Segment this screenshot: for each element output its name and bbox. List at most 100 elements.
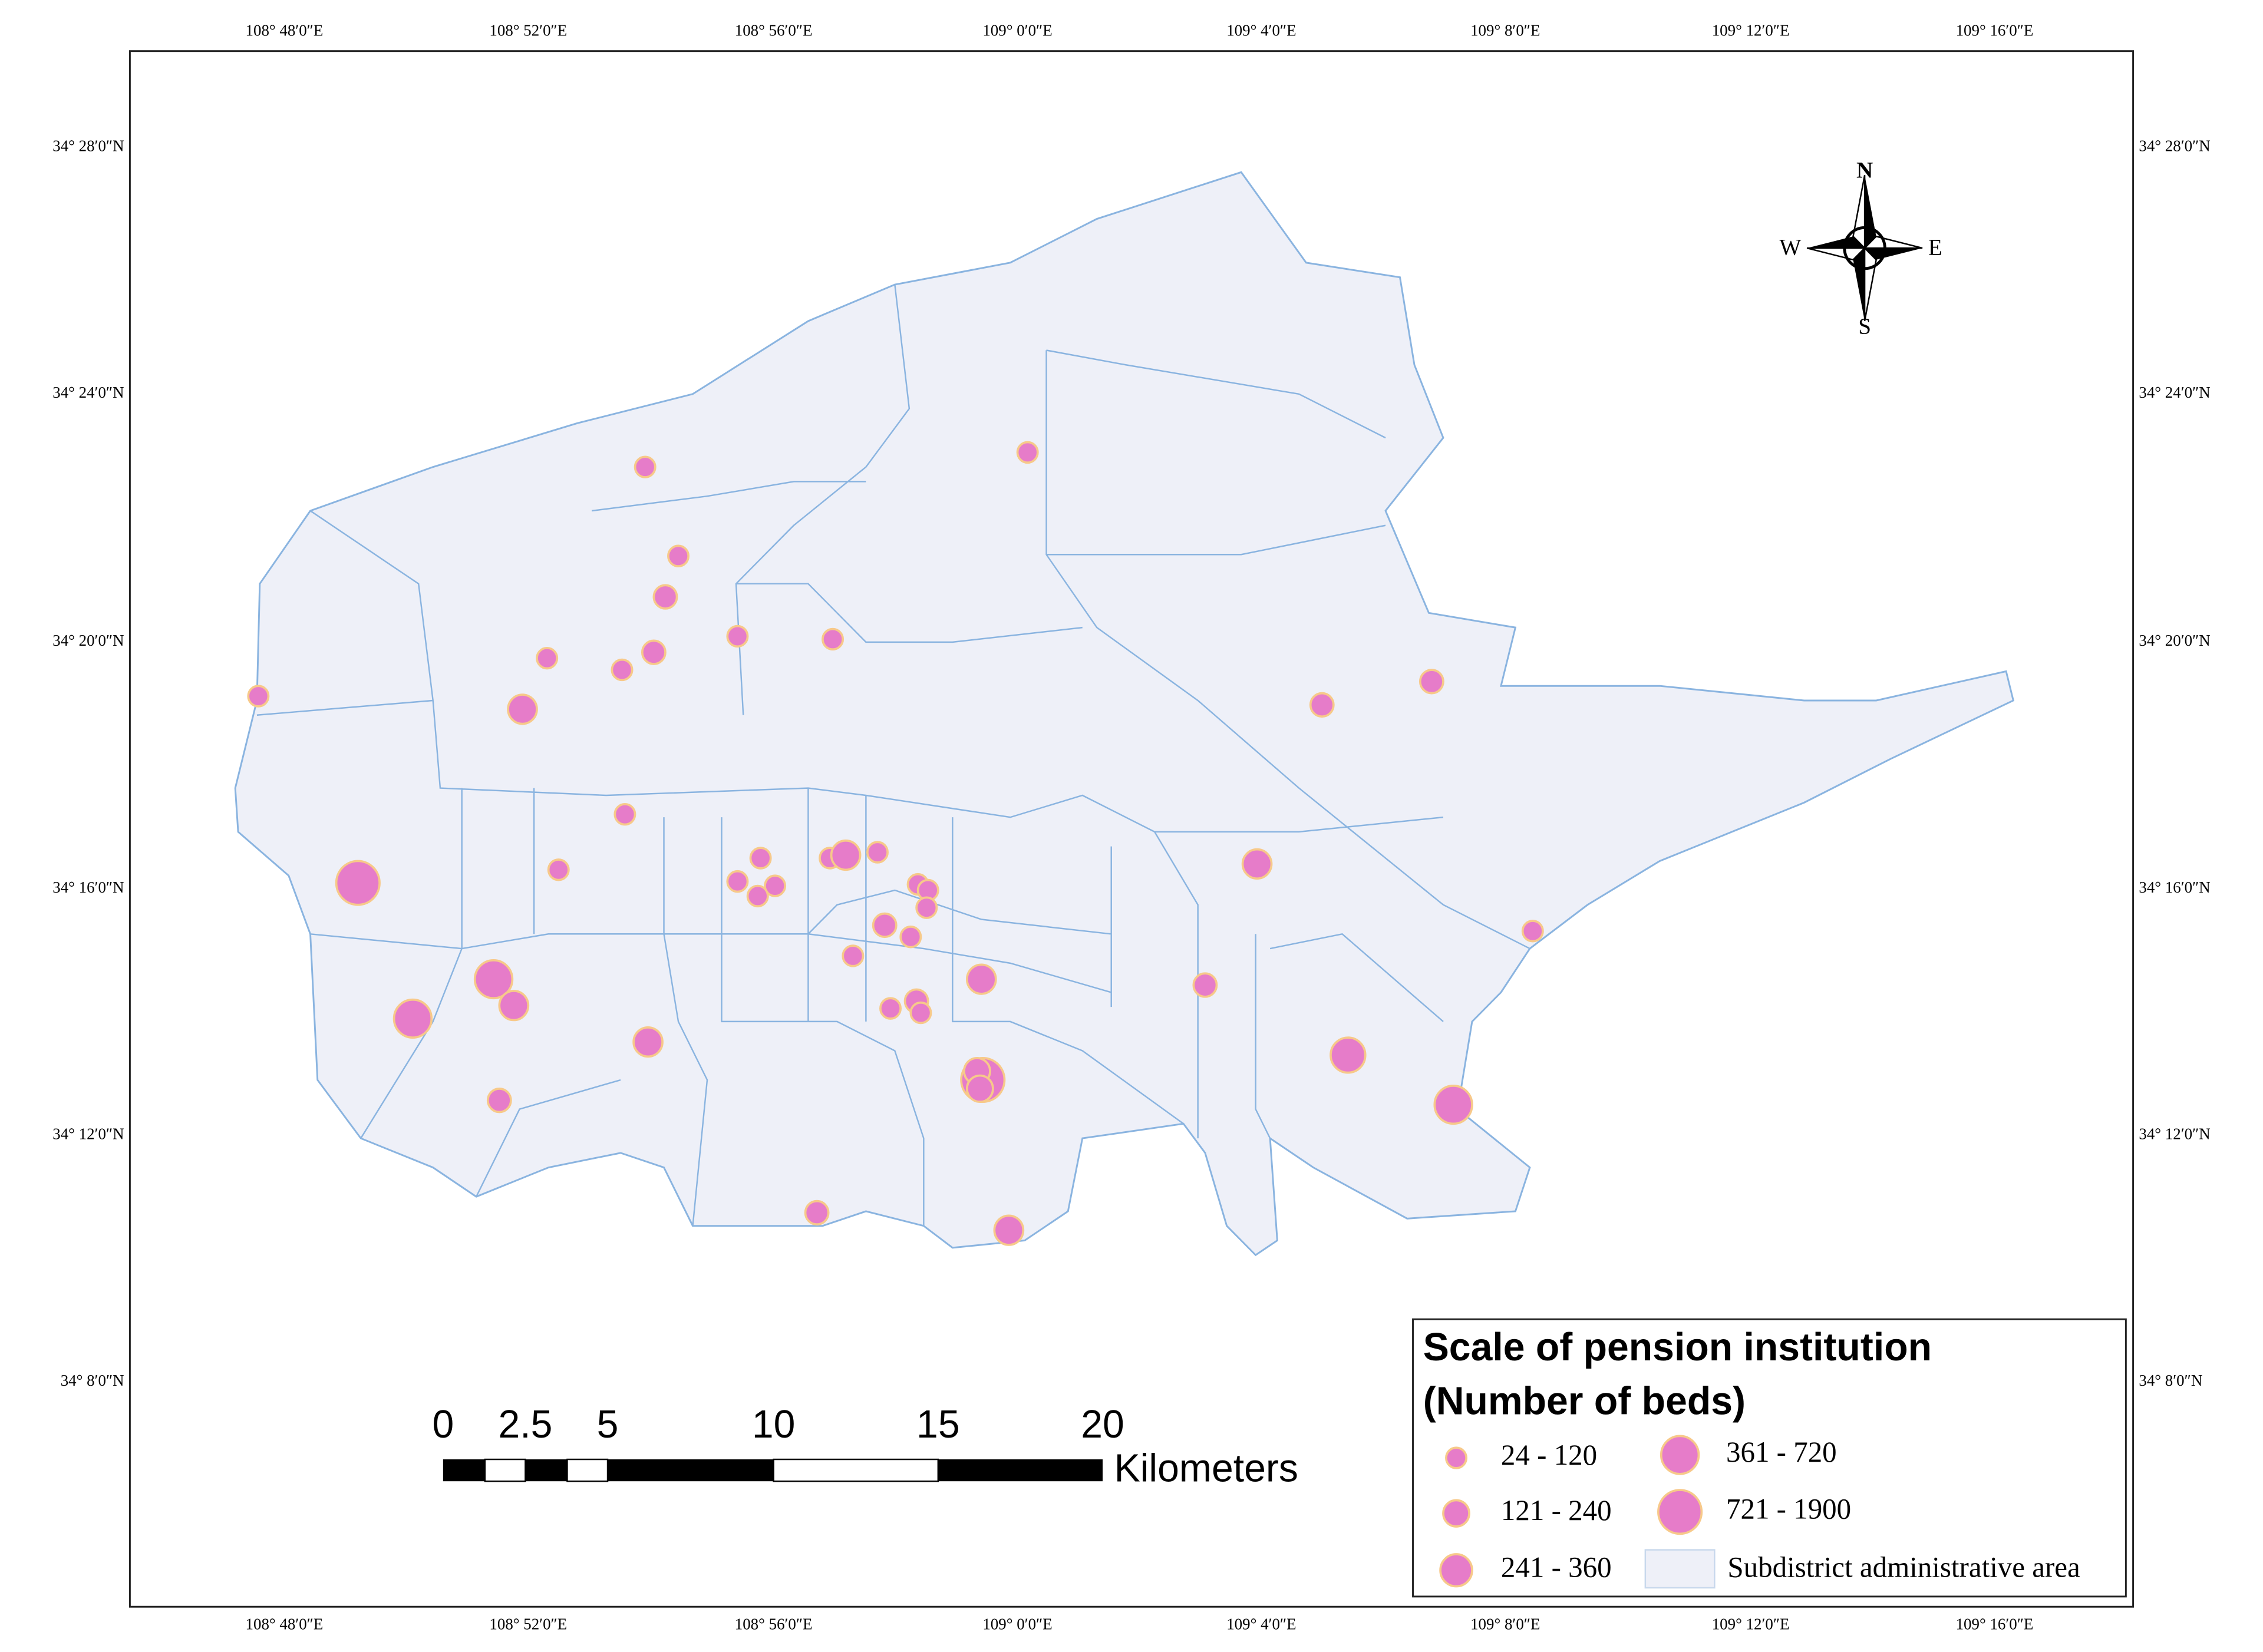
pension-institution — [611, 658, 634, 682]
pension-institution — [915, 896, 938, 919]
scale-tick-label: 0 — [432, 1403, 454, 1446]
compass-label: S — [1858, 313, 1871, 339]
scale-bar: Kilometers 0 2.5 5 10 15 20 — [432, 1403, 1298, 1491]
pension-institution — [842, 944, 865, 967]
compass-label: W — [1779, 234, 1802, 260]
scale-unit: Kilometers — [1114, 1446, 1298, 1490]
pension-institution — [993, 1214, 1025, 1246]
longitude-label: 109° 16′0″E — [1956, 1615, 2034, 1633]
legend-symbol — [1660, 1435, 1700, 1475]
legend-label: Subdistrict administrative area — [1727, 1551, 2080, 1583]
legend-label: 24 - 120 — [1501, 1439, 1597, 1471]
pension-institution — [746, 884, 769, 908]
compass-needle — [1865, 248, 1923, 260]
pension-institution — [667, 544, 690, 567]
longitude-label: 108° 48′0″E — [246, 22, 324, 39]
pension-institution — [1419, 669, 1444, 695]
scale-segment — [938, 1459, 1103, 1482]
latitude-label: 34° 8′0″N — [2139, 1372, 2202, 1389]
longitude-label: 109° 16′0″E — [1956, 22, 2034, 39]
pension-institution — [1330, 1036, 1367, 1074]
pension-institution — [1433, 1085, 1473, 1125]
longitude-label: 109° 0′0″E — [982, 22, 1052, 39]
pension-institution — [965, 1074, 994, 1103]
scale-segment — [484, 1458, 526, 1482]
legend-title: Scale of pension institution — [1423, 1326, 1932, 1369]
pension-institution — [632, 1026, 664, 1058]
scale-segment — [566, 1458, 609, 1482]
region-outline — [234, 171, 2015, 1257]
pension-institution — [1241, 848, 1273, 880]
scale-segment — [525, 1459, 568, 1482]
pension-institution — [247, 685, 270, 708]
latitude-label: 34° 12′0″N — [52, 1125, 124, 1142]
latitude-label: 34° 24′0″N — [52, 384, 124, 401]
latitude-label: 34° 16′0″N — [52, 878, 124, 896]
compass-needle — [1863, 235, 1923, 249]
legend-label: 241 - 360 — [1501, 1551, 1612, 1583]
pension-institution — [965, 963, 997, 995]
longitude-label: 109° 8′0″E — [1470, 1615, 1540, 1633]
north-arrow: N S E W — [1779, 157, 1942, 339]
pension-institution — [498, 990, 530, 1022]
longitude-label: 109° 4′0″E — [1226, 22, 1296, 39]
pension-institution — [335, 860, 381, 906]
pension-institution — [634, 455, 657, 478]
pension-institution — [909, 1001, 932, 1025]
longitude-label: 108° 56′0″E — [735, 1615, 813, 1633]
pension-institution — [749, 847, 772, 870]
legend-symbol — [1445, 1446, 1467, 1469]
legend-title: (Number of beds) — [1423, 1379, 1746, 1423]
pension-institution — [641, 639, 667, 665]
longitude-label: 108° 52′0″E — [489, 22, 567, 39]
legend-symbol — [1439, 1553, 1473, 1588]
pension-institutions — [247, 441, 1544, 1246]
pension-institution — [830, 839, 862, 871]
pension-institution — [1192, 972, 1218, 998]
longitude-label: 109° 0′0″E — [982, 1615, 1052, 1633]
legend-label: 361 - 720 — [1726, 1436, 1837, 1468]
pension-institution — [392, 998, 433, 1039]
legend-box — [1412, 1318, 2127, 1598]
longitude-label: 108° 56′0″E — [735, 22, 813, 39]
compass-needle — [1806, 247, 1867, 261]
pension-institution — [536, 646, 559, 670]
scale-segment — [773, 1458, 939, 1482]
scale-tick-label: 5 — [597, 1403, 619, 1446]
legend-label: 721 - 1900 — [1726, 1492, 1851, 1525]
pension-institution — [1521, 920, 1544, 943]
longitude-label: 108° 48′0″E — [246, 1615, 324, 1633]
longitude-label: 109° 8′0″E — [1470, 22, 1540, 39]
pension-institution — [726, 625, 749, 648]
latitude-label: 34° 24′0″N — [2139, 384, 2210, 401]
pension-institution — [547, 858, 570, 881]
scale-tick-label: 10 — [752, 1403, 796, 1446]
pension-institution — [866, 841, 889, 864]
subdistrict-boundaries — [256, 284, 1530, 1226]
longitude-label: 109° 12′0″E — [1712, 22, 1790, 39]
map-frame — [128, 50, 2135, 1608]
compass-ring — [1843, 226, 1886, 270]
scale-tick-label: 15 — [916, 1403, 960, 1446]
pension-institution — [613, 802, 636, 826]
pension-institution — [726, 870, 749, 893]
compass-label: E — [1928, 234, 1942, 260]
latitude-label: 34° 20′0″N — [52, 632, 124, 649]
legend-area-swatch — [1644, 1549, 1716, 1589]
latitude-label: 34° 16′0″N — [2139, 878, 2210, 896]
legend-symbol — [1657, 1489, 1703, 1535]
study-area — [234, 171, 2015, 1257]
compass-label: N — [1856, 157, 1873, 183]
legend-label: 121 - 240 — [1501, 1494, 1612, 1527]
scale-segment — [608, 1459, 774, 1482]
pension-institution — [764, 874, 787, 897]
pension-institution — [822, 627, 844, 651]
pension-institution — [1016, 441, 1039, 464]
pension-institution — [507, 693, 538, 725]
legend-symbol — [1442, 1499, 1470, 1528]
compass-needle — [1807, 236, 1865, 249]
scale-tick-label: 2.5 — [498, 1403, 552, 1446]
longitude-label: 109° 12′0″E — [1712, 1615, 1790, 1633]
